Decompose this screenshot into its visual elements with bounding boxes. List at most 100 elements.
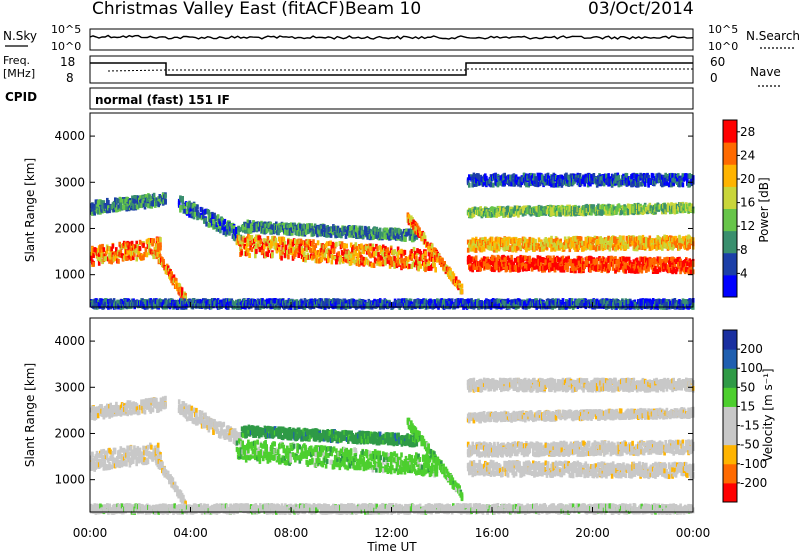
heatmap-cell xyxy=(162,258,165,264)
heatmap-cell xyxy=(235,226,238,232)
heatmap-cell xyxy=(400,248,403,254)
heatmap-cell xyxy=(232,225,236,231)
heatmap-cell xyxy=(576,265,580,271)
heatmap-cell xyxy=(460,289,464,295)
heatmap-cell xyxy=(412,228,415,234)
heatmap-cell xyxy=(316,240,320,246)
heatmap-cell xyxy=(219,224,222,230)
freq-unit-label: [MHz] xyxy=(3,67,35,80)
heatmap-cell xyxy=(503,246,506,252)
heatmap-cell xyxy=(380,255,384,261)
heatmap-cell xyxy=(270,239,273,245)
heatmap-cell xyxy=(213,224,216,229)
heatmap-cell xyxy=(152,238,155,244)
heatmap-cell xyxy=(663,242,666,248)
heatmap-cell xyxy=(259,239,263,245)
heatmap-cell xyxy=(418,261,422,266)
heatmap-cell xyxy=(127,245,130,251)
heatmap-cell xyxy=(397,234,400,239)
heatmap-cell xyxy=(635,257,639,263)
heatmap-cell xyxy=(512,261,516,267)
heatmap-cell xyxy=(354,242,358,248)
heatmap-cell xyxy=(129,255,133,261)
heatmap-cell xyxy=(196,209,199,215)
heatmap-cell xyxy=(514,266,518,272)
heatmap-cell xyxy=(349,226,352,231)
beam-label: Beam 10 xyxy=(345,0,421,19)
heatmap-cell xyxy=(244,245,248,251)
date-label: 03/Oct/2014 xyxy=(588,0,694,19)
heatmap-cell xyxy=(327,232,331,238)
heatmap-cell xyxy=(581,257,584,263)
heatmap-cell xyxy=(294,252,297,257)
heatmap-cell xyxy=(408,263,411,269)
heatmap-cell xyxy=(405,260,409,266)
heatmap-cell xyxy=(409,229,413,235)
heatmap-cell xyxy=(223,218,227,224)
heatmap-cell xyxy=(130,240,134,246)
heatmap-cell xyxy=(357,261,361,267)
heatmap-cell xyxy=(104,256,108,262)
heatmap-cell xyxy=(423,235,427,241)
heatmap-cell xyxy=(254,253,257,259)
heatmap-cell xyxy=(247,247,250,253)
heatmap-cell xyxy=(323,252,327,258)
heatmap-cell xyxy=(119,250,123,256)
heatmap-cell xyxy=(362,249,366,255)
heatmap-cell xyxy=(554,182,558,188)
heatmap-cell xyxy=(550,238,553,244)
heatmap-cell xyxy=(246,241,249,247)
heatmap-cell xyxy=(396,255,400,261)
heatmap-cell xyxy=(399,229,403,235)
heatmap-cell xyxy=(213,219,216,225)
heatmap-cell xyxy=(281,249,284,255)
heatmap-cell xyxy=(244,228,247,234)
heatmap-cell xyxy=(330,259,334,265)
heatmap-cell xyxy=(145,252,149,258)
heatmap-cell xyxy=(395,257,399,263)
freq-strip: 18 8 60 0 xyxy=(60,55,725,85)
heatmap-cell xyxy=(415,234,419,240)
heatmap-cell xyxy=(605,261,608,267)
heatmap-cell xyxy=(400,253,403,259)
heatmap-cell xyxy=(369,246,372,252)
heatmap-cell xyxy=(468,182,471,188)
heatmap-cell xyxy=(440,262,443,268)
heatmap-cell xyxy=(410,249,414,254)
heatmap-cell xyxy=(92,253,95,259)
heatmap-cell xyxy=(405,231,408,237)
heatmap-cell xyxy=(143,252,146,257)
heatmap-cell xyxy=(239,240,242,246)
heatmap-cell xyxy=(379,261,383,267)
heatmap-cell xyxy=(287,254,290,260)
heatmap-cell xyxy=(533,264,536,270)
heatmap-cell xyxy=(687,269,690,275)
heatmap-cell xyxy=(238,235,241,241)
heatmap-cell xyxy=(624,260,628,265)
heatmap-cell xyxy=(552,182,556,188)
heatmap-cell xyxy=(126,255,129,261)
heatmap-cell xyxy=(573,258,576,264)
heatmap-cell xyxy=(546,255,550,261)
heatmap-cell xyxy=(105,248,109,254)
heatmap-cell xyxy=(371,243,375,249)
heatmap-cell xyxy=(624,268,628,274)
heatmap-cell xyxy=(216,214,220,220)
heatmap-cell xyxy=(625,256,629,262)
heatmap-cell xyxy=(132,255,135,261)
heatmap-cell xyxy=(343,243,346,249)
heatmap-cell xyxy=(513,257,517,263)
heatmap-cell xyxy=(364,227,367,232)
heatmap-cell xyxy=(291,230,294,236)
heatmap-cell xyxy=(437,253,441,259)
heatmap-cell xyxy=(297,253,300,258)
heatmap-cell xyxy=(294,238,297,244)
heatmap-cell xyxy=(340,243,344,249)
freq-trace xyxy=(90,62,693,76)
heatmap-cell xyxy=(241,240,244,246)
heatmap-cell xyxy=(305,223,309,229)
heatmap-cell xyxy=(346,254,350,260)
heatmap-cell xyxy=(337,251,340,257)
heatmap-cell xyxy=(527,266,530,271)
heatmap-cell xyxy=(492,261,495,267)
